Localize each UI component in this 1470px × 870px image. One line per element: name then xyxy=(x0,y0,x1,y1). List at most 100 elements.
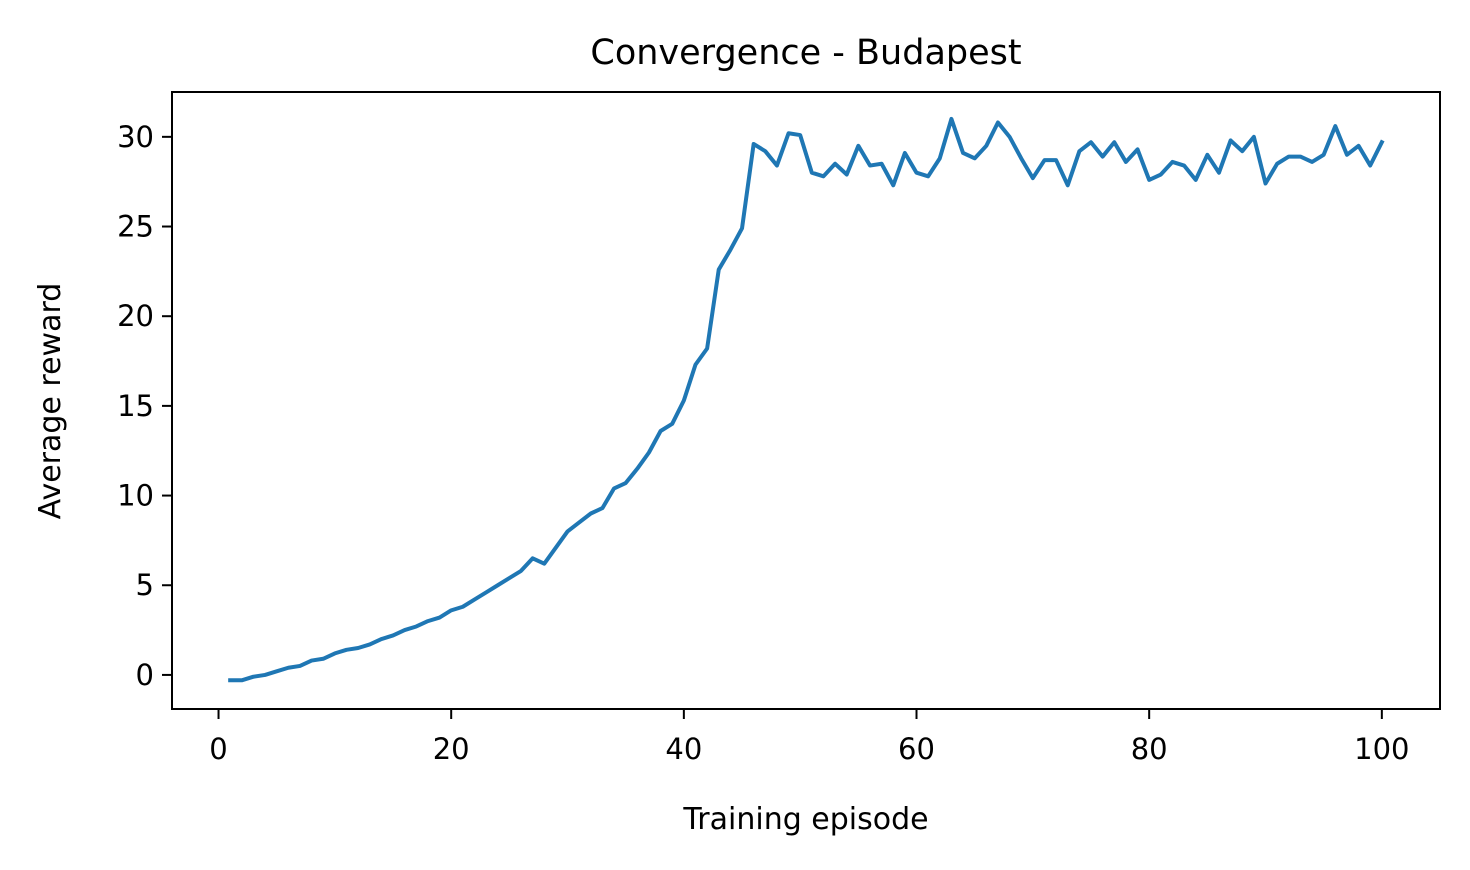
data-point xyxy=(1101,155,1105,159)
data-point xyxy=(1298,155,1302,159)
data-point xyxy=(752,142,756,146)
data-point xyxy=(845,173,849,177)
data-point xyxy=(915,171,919,175)
data-point xyxy=(496,583,500,587)
data-point xyxy=(763,149,767,153)
data-point xyxy=(1147,178,1151,182)
data-point xyxy=(775,164,779,168)
data-point xyxy=(996,120,1000,124)
data-point xyxy=(659,429,663,433)
data-point xyxy=(240,678,244,682)
data-point xyxy=(345,648,349,652)
plot-area xyxy=(228,116,1385,683)
data-point xyxy=(973,156,977,160)
data-point xyxy=(251,675,255,679)
y-tick-label: 5 xyxy=(136,568,154,602)
data-point xyxy=(426,619,430,623)
data-point xyxy=(1054,158,1058,162)
data-point xyxy=(1333,124,1337,128)
data-point xyxy=(1124,160,1128,164)
data-point xyxy=(1031,176,1035,180)
data-point xyxy=(821,174,825,178)
data-point xyxy=(1217,171,1221,175)
data-point xyxy=(635,467,639,471)
data-point xyxy=(1368,164,1372,168)
data-point xyxy=(438,616,442,620)
data-point xyxy=(484,590,488,594)
data-point xyxy=(566,529,570,533)
data-point xyxy=(984,144,988,148)
data-point xyxy=(507,576,511,580)
y-tick-label: 10 xyxy=(117,479,154,513)
data-point xyxy=(891,183,895,187)
x-axis-label: Training episode xyxy=(682,802,928,837)
data-point xyxy=(531,556,535,560)
data-point xyxy=(1380,140,1384,144)
data-point xyxy=(1310,160,1314,164)
data-point xyxy=(717,268,721,272)
data-point xyxy=(798,133,802,137)
data-point xyxy=(903,151,907,155)
chart-title: Convergence - Budapest xyxy=(590,33,1021,73)
data-point xyxy=(449,608,453,612)
data-point xyxy=(926,174,930,178)
data-point xyxy=(682,399,686,403)
data-point xyxy=(379,637,383,641)
data-point xyxy=(589,512,593,516)
x-tick-label: 100 xyxy=(1354,732,1409,766)
data-point xyxy=(670,422,674,426)
data-point xyxy=(787,131,791,135)
data-point xyxy=(263,673,267,677)
data-point xyxy=(1264,181,1268,185)
data-point xyxy=(1252,135,1256,139)
data-point xyxy=(1345,153,1349,157)
data-point xyxy=(333,651,337,655)
data-point xyxy=(880,162,884,166)
data-point xyxy=(1008,135,1012,139)
data-point xyxy=(298,664,302,668)
data-point xyxy=(961,151,965,155)
x-tick-label: 40 xyxy=(665,732,702,766)
data-point xyxy=(310,659,314,663)
data-point xyxy=(740,226,744,230)
y-axis-ticks: 0 5 10 15 20 25 30 xyxy=(117,120,172,692)
data-point xyxy=(1194,178,1198,182)
data-point xyxy=(461,605,465,609)
data-point xyxy=(286,666,290,670)
data-point xyxy=(403,628,407,632)
data-point xyxy=(1136,147,1140,151)
data-point xyxy=(624,481,628,485)
axes-frame xyxy=(171,91,1441,710)
data-point xyxy=(938,156,942,160)
x-tick-label: 0 xyxy=(209,732,227,766)
y-tick-label: 30 xyxy=(117,120,154,154)
data-point xyxy=(1077,149,1081,153)
data-point xyxy=(356,646,360,650)
data-point xyxy=(1357,144,1361,148)
y-tick-label: 25 xyxy=(117,210,154,244)
data-point xyxy=(833,162,837,166)
data-point xyxy=(368,642,372,646)
data-point xyxy=(612,486,616,490)
y-tick-label: 20 xyxy=(117,299,154,333)
data-point xyxy=(1019,156,1023,160)
data-point xyxy=(1089,140,1093,144)
x-tick-label: 60 xyxy=(898,732,935,766)
data-point xyxy=(1205,153,1209,157)
x-tick-label: 80 xyxy=(1131,732,1168,766)
y-tick-label: 0 xyxy=(136,658,154,692)
data-point xyxy=(1182,164,1186,168)
data-point xyxy=(693,363,697,367)
data-point xyxy=(472,598,476,602)
data-point xyxy=(1159,173,1163,177)
data-point xyxy=(647,451,651,455)
data-point xyxy=(577,520,581,524)
data-point xyxy=(275,669,279,673)
data-point xyxy=(1229,138,1233,142)
x-axis-ticks: 0 20 40 60 80 100 xyxy=(209,709,1410,766)
data-point xyxy=(321,657,325,661)
data-point xyxy=(1275,162,1279,166)
y-axis-label: Average reward xyxy=(33,283,68,520)
data-point xyxy=(1322,153,1326,157)
